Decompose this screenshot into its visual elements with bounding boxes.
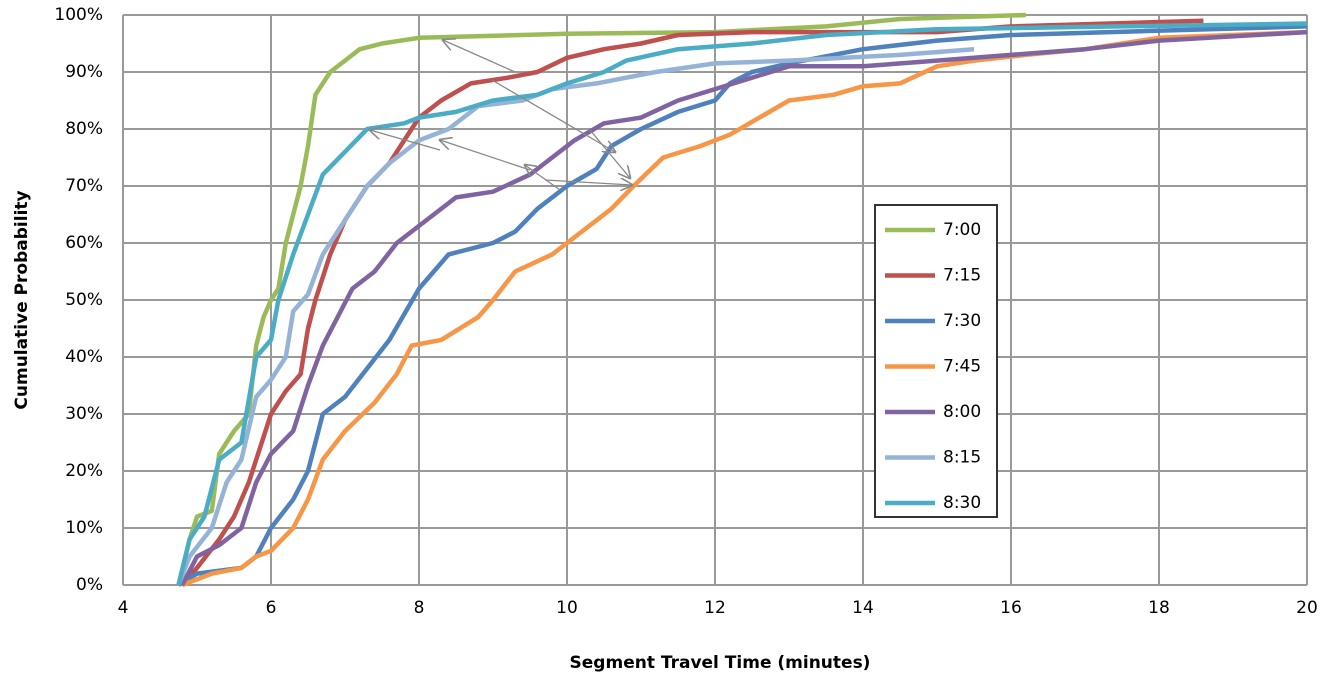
series-line bbox=[176, 46, 975, 586]
legend-label: 7:15 bbox=[943, 266, 981, 286]
x-tick-label: 18 bbox=[1148, 598, 1170, 618]
series-line bbox=[176, 12, 1026, 586]
y-tick-label: 70% bbox=[65, 176, 103, 196]
y-tick-label: 50% bbox=[65, 290, 103, 310]
y-tick-label: 30% bbox=[65, 404, 103, 424]
legend-label: 8:00 bbox=[943, 402, 981, 422]
x-axis-title: Segment Travel Time (minutes) bbox=[570, 653, 871, 673]
arrow bbox=[525, 165, 561, 191]
annotation-arrows bbox=[370, 40, 632, 190]
lines bbox=[176, 12, 1308, 588]
x-tick-label: 4 bbox=[118, 598, 129, 618]
y-tick-label: 90% bbox=[65, 62, 103, 82]
y-axis-title: Cumulative Probability bbox=[12, 190, 32, 409]
legend: 7:00 7:15 7:30 7:45 8:00 8:15 8:30 bbox=[874, 204, 998, 518]
x-tick-label: 8 bbox=[414, 598, 425, 618]
arrow bbox=[370, 130, 441, 151]
y-tick-label: 10% bbox=[65, 518, 103, 538]
legend-label: 7:45 bbox=[943, 357, 981, 377]
arrow bbox=[440, 140, 531, 171]
x-tick-label: 14 bbox=[852, 598, 874, 618]
series-line bbox=[180, 18, 1204, 587]
y-tick-label: 40% bbox=[65, 347, 103, 367]
y-tick-label: 100% bbox=[54, 5, 103, 25]
x-tick-label: 10 bbox=[556, 598, 578, 618]
legend-label: 7:30 bbox=[943, 311, 981, 331]
series-line bbox=[177, 24, 1308, 587]
arrow bbox=[443, 40, 516, 73]
x-tick-label: 6 bbox=[266, 598, 277, 618]
y-tick-label: 20% bbox=[65, 461, 103, 481]
series-line bbox=[180, 29, 1308, 587]
y-tick-label: 0% bbox=[76, 575, 103, 595]
x-tick-label: 12 bbox=[704, 598, 726, 618]
x-tick-label: 20 bbox=[1296, 598, 1318, 618]
x-tick-label: 16 bbox=[1000, 598, 1022, 618]
series-line bbox=[176, 21, 1308, 586]
series-line bbox=[181, 29, 1308, 588]
arrow bbox=[491, 79, 615, 152]
legend-box bbox=[874, 204, 998, 518]
arrow bbox=[544, 180, 632, 185]
legend-label: 8:15 bbox=[943, 448, 981, 468]
legend-label: 8:30 bbox=[943, 493, 981, 513]
y-tick-label: 60% bbox=[65, 233, 103, 253]
legend-label: 7:00 bbox=[943, 220, 981, 240]
y-tick-label: 80% bbox=[65, 119, 103, 139]
arrow bbox=[589, 129, 630, 178]
